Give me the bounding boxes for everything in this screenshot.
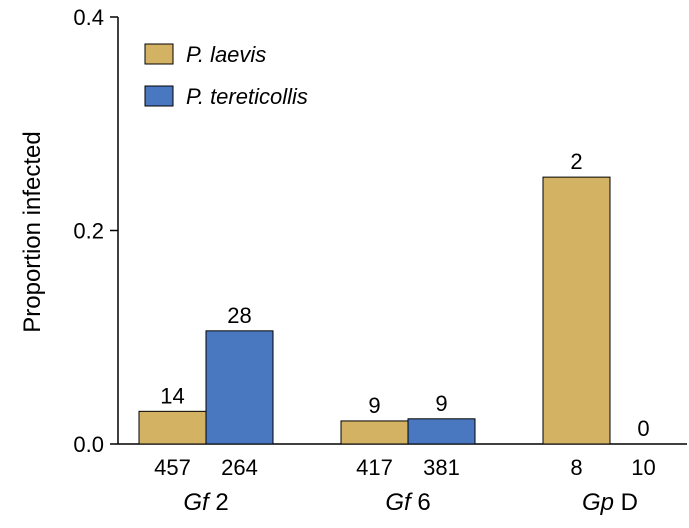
sample-size-label: 8 xyxy=(570,455,582,480)
y-tick-label: 0.2 xyxy=(73,219,104,244)
legend-swatch xyxy=(144,43,174,65)
legend-swatch xyxy=(144,85,174,107)
y-tick-label: 0.0 xyxy=(73,432,104,457)
bar xyxy=(407,418,476,445)
sample-size-label: 457 xyxy=(154,455,191,480)
sample-size-label: 381 xyxy=(423,455,460,480)
legend-label: P. laevis xyxy=(186,42,266,67)
group-label: Gp D xyxy=(582,489,638,516)
bar-count-label: 2 xyxy=(570,149,582,174)
bar xyxy=(542,176,611,445)
bar-count-label: 14 xyxy=(160,383,184,408)
legend-label: P. tereticollis xyxy=(186,84,308,109)
group-label: Gf 6 xyxy=(385,489,430,516)
group-label: Gf 2 xyxy=(183,489,228,516)
bar-count-label: 9 xyxy=(368,393,380,418)
bar xyxy=(340,420,409,445)
sample-size-label: 417 xyxy=(356,455,393,480)
bar xyxy=(205,330,274,445)
y-tick-label: 0.4 xyxy=(73,5,104,30)
bar-count-label: 28 xyxy=(227,303,251,328)
bar-count-label: 0 xyxy=(637,416,649,441)
bar xyxy=(138,410,207,445)
y-axis-label: Proportion infected xyxy=(19,131,46,332)
sample-size-label: 10 xyxy=(631,455,655,480)
bar-count-label: 9 xyxy=(435,391,447,416)
sample-size-label: 264 xyxy=(221,455,258,480)
